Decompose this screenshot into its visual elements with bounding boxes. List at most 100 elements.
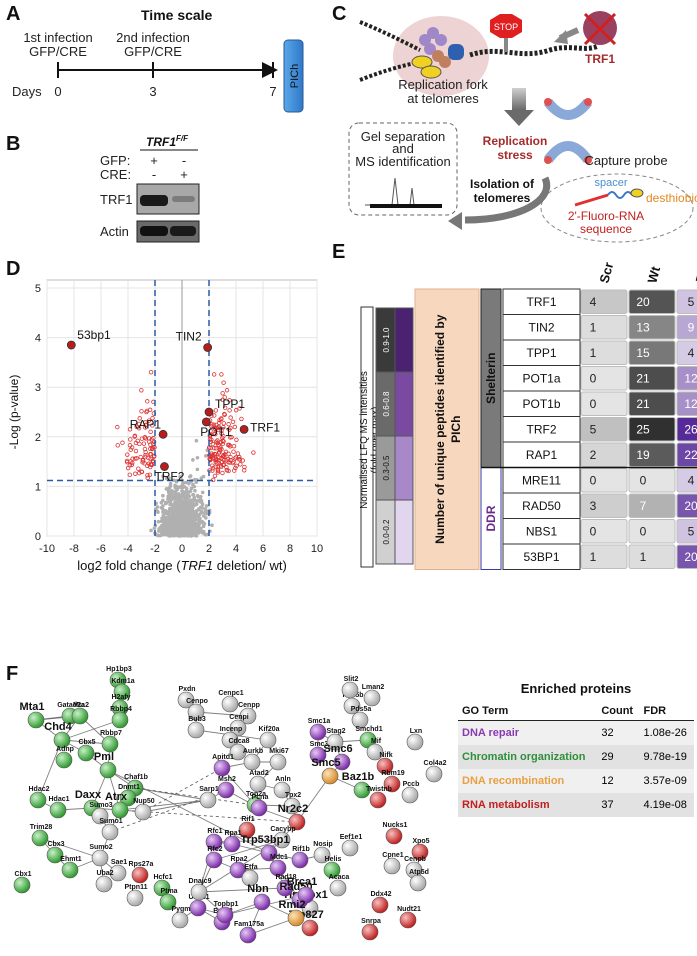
network-node-label: Atad2 xyxy=(249,770,269,777)
side-label: Number of unique peptides identified by P… xyxy=(433,314,463,544)
value-cell xyxy=(676,519,697,544)
background-point xyxy=(193,525,198,529)
legend-bin-purple xyxy=(394,371,414,437)
network-node xyxy=(77,744,95,762)
value-text: 21 xyxy=(636,397,650,411)
background-point xyxy=(166,490,171,495)
background-point xyxy=(162,525,167,530)
value-cell xyxy=(628,391,676,416)
value-cell xyxy=(628,417,676,442)
network-node-label: Rfc2 xyxy=(207,846,222,853)
network-node xyxy=(425,765,443,783)
network-node-label: Nr2c2 xyxy=(278,803,309,815)
significant-point xyxy=(148,446,153,452)
network-node-label: Smc3 xyxy=(310,741,329,748)
go-term: RNA metabolism xyxy=(458,793,598,817)
network-node xyxy=(351,711,369,729)
background-point xyxy=(187,489,192,494)
background-point xyxy=(187,512,192,517)
significant-point xyxy=(220,470,225,476)
network-node-label: Topbp1 xyxy=(214,901,239,908)
value-text: 1 xyxy=(590,346,597,360)
network-node xyxy=(159,893,177,911)
significant-point xyxy=(148,369,154,375)
network-node xyxy=(333,753,351,771)
background-point xyxy=(189,526,194,530)
y-axis-label: -Log (p-value) xyxy=(7,375,21,450)
background-point xyxy=(181,516,186,521)
value-text: 0 xyxy=(640,473,647,487)
go-term: DNA recombination xyxy=(458,769,598,793)
network-node-label: Cacybp xyxy=(270,826,295,833)
network-node xyxy=(383,857,401,875)
network-node-label: Snrpa xyxy=(361,918,381,925)
background-point xyxy=(184,480,189,485)
value-text: 4 xyxy=(688,346,695,360)
network-node-label: Acaca xyxy=(329,874,350,881)
significant-point xyxy=(215,438,220,443)
network-node xyxy=(301,919,319,937)
background-point xyxy=(190,507,194,512)
network-node xyxy=(95,875,113,893)
network-node-label: Rbbp7 xyxy=(100,730,122,737)
network-node xyxy=(363,689,381,707)
network-node xyxy=(217,781,235,799)
value-text: 0 xyxy=(590,397,597,411)
significant-point xyxy=(210,468,215,473)
protein-name: RAD50 xyxy=(522,499,561,513)
stop-sign xyxy=(490,14,522,38)
panel-label-e: E xyxy=(332,241,345,263)
x-tick-label: -2 xyxy=(150,543,160,555)
significant-point xyxy=(213,408,219,413)
network-node-label: Aurkb xyxy=(243,748,263,755)
significant-point xyxy=(207,434,213,439)
network-node xyxy=(376,757,394,775)
group-label-shelterin: Shelterin xyxy=(484,353,498,404)
background-point xyxy=(175,523,180,528)
protein-name: TPP1 xyxy=(526,346,556,360)
highlight-label: RAP1 xyxy=(130,417,162,431)
network-node xyxy=(309,723,327,741)
background-point xyxy=(195,456,200,460)
background-point xyxy=(191,503,196,508)
network-edge xyxy=(195,711,249,717)
significant-point xyxy=(143,450,148,455)
network-node-label: Cenpo xyxy=(186,698,208,705)
significant-point xyxy=(227,408,232,413)
significant-point xyxy=(219,417,224,422)
network-node xyxy=(221,695,239,713)
value-cell xyxy=(628,315,676,340)
background-point xyxy=(181,525,186,529)
network-node xyxy=(187,721,205,739)
significant-point xyxy=(148,456,153,462)
significant-point xyxy=(228,435,233,440)
value-text: 1 xyxy=(590,550,597,564)
network-node xyxy=(131,866,149,884)
value-cell xyxy=(676,340,697,365)
significant-point xyxy=(228,457,233,463)
network-node xyxy=(269,753,287,771)
background-point xyxy=(155,533,160,538)
gel-line3: MS identification xyxy=(355,154,450,169)
significant-point xyxy=(143,422,149,428)
network-node-label: Uba2 xyxy=(96,870,113,877)
network-node-label: Nbn xyxy=(247,883,269,895)
x-tick-label: 8 xyxy=(287,543,293,555)
group-label-ddr: DDR xyxy=(484,505,498,531)
background-point xyxy=(161,474,165,478)
header-go-term: GO Term xyxy=(458,702,598,721)
network-node xyxy=(199,791,217,809)
network-node xyxy=(55,751,73,769)
background-point xyxy=(172,504,177,509)
highlight-point-rap1 xyxy=(158,429,168,439)
network-node-label: Atp5d xyxy=(409,869,429,876)
network-node xyxy=(190,883,208,901)
significant-point xyxy=(219,431,224,436)
x-tick-label: 4 xyxy=(233,543,239,555)
significant-point xyxy=(149,446,155,452)
infection1-line2: GFP/CRE xyxy=(29,44,87,59)
network-edge xyxy=(37,739,63,801)
background-point xyxy=(197,528,201,532)
background-point xyxy=(193,488,197,493)
network-node xyxy=(101,823,119,841)
